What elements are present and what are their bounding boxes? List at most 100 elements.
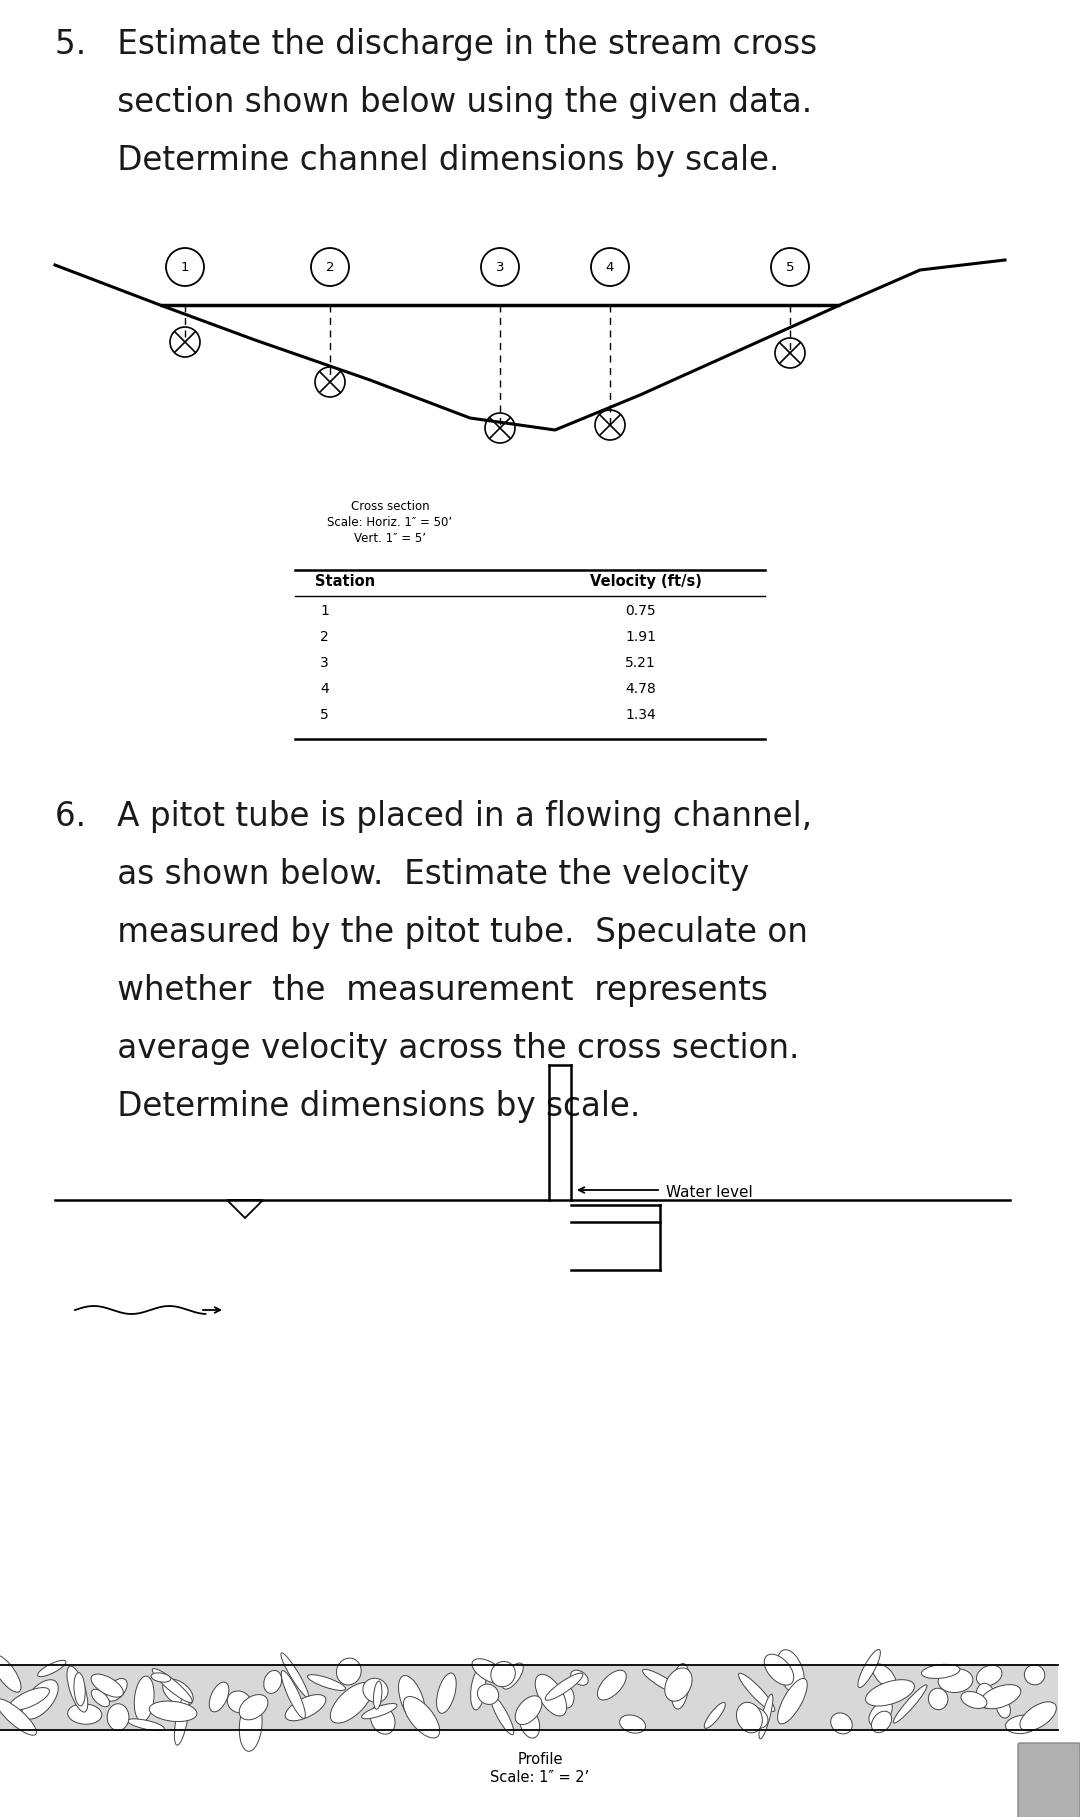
Ellipse shape xyxy=(831,1713,852,1733)
Ellipse shape xyxy=(210,1683,229,1712)
Text: 4: 4 xyxy=(606,260,615,274)
Ellipse shape xyxy=(976,1683,995,1708)
FancyBboxPatch shape xyxy=(1018,1743,1080,1817)
Ellipse shape xyxy=(893,1684,927,1723)
Text: whether  the  measurement  represents: whether the measurement represents xyxy=(55,974,768,1007)
Ellipse shape xyxy=(1020,1703,1056,1732)
Ellipse shape xyxy=(281,1653,309,1697)
Text: Determine dimensions by scale.: Determine dimensions by scale. xyxy=(55,1090,640,1123)
Text: 2: 2 xyxy=(320,630,328,643)
Ellipse shape xyxy=(174,1693,189,1744)
Ellipse shape xyxy=(264,1670,282,1693)
Ellipse shape xyxy=(308,1675,346,1690)
Ellipse shape xyxy=(672,1664,689,1710)
Ellipse shape xyxy=(778,1679,807,1724)
Ellipse shape xyxy=(765,1653,794,1684)
Ellipse shape xyxy=(285,1695,326,1721)
Text: Profile: Profile xyxy=(517,1752,563,1766)
Bar xyxy=(0,1664,1058,1730)
Text: Cross section: Cross section xyxy=(351,500,430,512)
Ellipse shape xyxy=(22,1679,58,1719)
Ellipse shape xyxy=(745,1708,768,1728)
Text: as shown below.  Estimate the velocity: as shown below. Estimate the velocity xyxy=(55,858,750,890)
Ellipse shape xyxy=(976,1664,1002,1686)
Ellipse shape xyxy=(151,1673,171,1683)
Text: Determine channel dimensions by scale.: Determine channel dimensions by scale. xyxy=(55,144,780,176)
Text: Scale: 1″ = 2’: Scale: 1″ = 2’ xyxy=(490,1770,590,1784)
Ellipse shape xyxy=(872,1712,892,1733)
Ellipse shape xyxy=(163,1679,193,1706)
Ellipse shape xyxy=(570,1670,589,1686)
Ellipse shape xyxy=(0,1655,21,1692)
Ellipse shape xyxy=(536,1673,567,1715)
Ellipse shape xyxy=(981,1684,1021,1708)
Ellipse shape xyxy=(620,1715,646,1733)
Ellipse shape xyxy=(472,1659,505,1684)
Ellipse shape xyxy=(490,1695,514,1735)
Ellipse shape xyxy=(399,1675,426,1724)
Ellipse shape xyxy=(1005,1715,1039,1733)
Ellipse shape xyxy=(471,1668,486,1710)
Text: Scale: Horiz. 1″ = 50’: Scale: Horiz. 1″ = 50’ xyxy=(327,516,453,529)
Ellipse shape xyxy=(240,1699,262,1752)
Text: 5.21: 5.21 xyxy=(625,656,656,670)
Text: 1.34: 1.34 xyxy=(625,709,656,721)
Ellipse shape xyxy=(704,1703,726,1728)
Ellipse shape xyxy=(961,1692,987,1708)
Ellipse shape xyxy=(939,1668,973,1693)
Ellipse shape xyxy=(778,1650,805,1693)
Ellipse shape xyxy=(502,1663,523,1690)
Ellipse shape xyxy=(227,1692,251,1713)
Text: 5: 5 xyxy=(320,709,328,721)
Ellipse shape xyxy=(873,1664,896,1688)
Ellipse shape xyxy=(152,1668,192,1703)
Ellipse shape xyxy=(865,1679,915,1706)
Text: 2: 2 xyxy=(326,260,334,274)
Text: Water level: Water level xyxy=(666,1185,753,1199)
Text: 4: 4 xyxy=(320,681,328,696)
Ellipse shape xyxy=(374,1681,382,1710)
Ellipse shape xyxy=(127,1719,164,1730)
Ellipse shape xyxy=(149,1701,197,1721)
Ellipse shape xyxy=(73,1673,85,1706)
Text: 1.91: 1.91 xyxy=(625,630,656,643)
Ellipse shape xyxy=(519,1706,540,1739)
Text: section shown below using the given data.: section shown below using the given data… xyxy=(55,85,812,118)
Ellipse shape xyxy=(107,1704,129,1730)
Ellipse shape xyxy=(91,1673,123,1697)
Ellipse shape xyxy=(562,1688,573,1708)
Ellipse shape xyxy=(0,1699,37,1735)
Text: 1: 1 xyxy=(320,603,329,618)
Ellipse shape xyxy=(38,1661,66,1677)
Ellipse shape xyxy=(281,1670,306,1719)
Ellipse shape xyxy=(477,1684,499,1704)
Ellipse shape xyxy=(337,1659,361,1684)
Text: 3: 3 xyxy=(320,656,328,670)
Ellipse shape xyxy=(490,1661,515,1686)
Text: 5: 5 xyxy=(786,260,794,274)
Text: Station: Station xyxy=(315,574,375,589)
Text: 5.   Estimate the discharge in the stream cross: 5. Estimate the discharge in the stream … xyxy=(55,27,818,62)
Text: measured by the pitot tube.  Speculate on: measured by the pitot tube. Speculate on xyxy=(55,916,808,948)
Ellipse shape xyxy=(739,1673,774,1712)
Ellipse shape xyxy=(643,1670,684,1695)
Text: 1: 1 xyxy=(180,260,189,274)
Ellipse shape xyxy=(68,1704,102,1724)
Ellipse shape xyxy=(737,1703,762,1733)
Ellipse shape xyxy=(134,1675,154,1723)
Ellipse shape xyxy=(858,1650,880,1688)
Ellipse shape xyxy=(759,1693,773,1739)
Text: 3: 3 xyxy=(496,260,504,274)
Text: Vert. 1″ = 5’: Vert. 1″ = 5’ xyxy=(354,532,426,545)
Ellipse shape xyxy=(239,1695,268,1721)
Text: Velocity (ft/s): Velocity (ft/s) xyxy=(590,574,702,589)
Ellipse shape xyxy=(436,1673,456,1713)
Ellipse shape xyxy=(9,1688,50,1710)
Ellipse shape xyxy=(363,1679,388,1703)
Ellipse shape xyxy=(665,1668,692,1701)
Ellipse shape xyxy=(869,1701,892,1726)
Ellipse shape xyxy=(362,1704,397,1719)
Ellipse shape xyxy=(404,1697,440,1739)
Ellipse shape xyxy=(1024,1664,1044,1684)
Text: 6.   A pitot tube is placed in a flowing channel,: 6. A pitot tube is placed in a flowing c… xyxy=(55,799,812,832)
